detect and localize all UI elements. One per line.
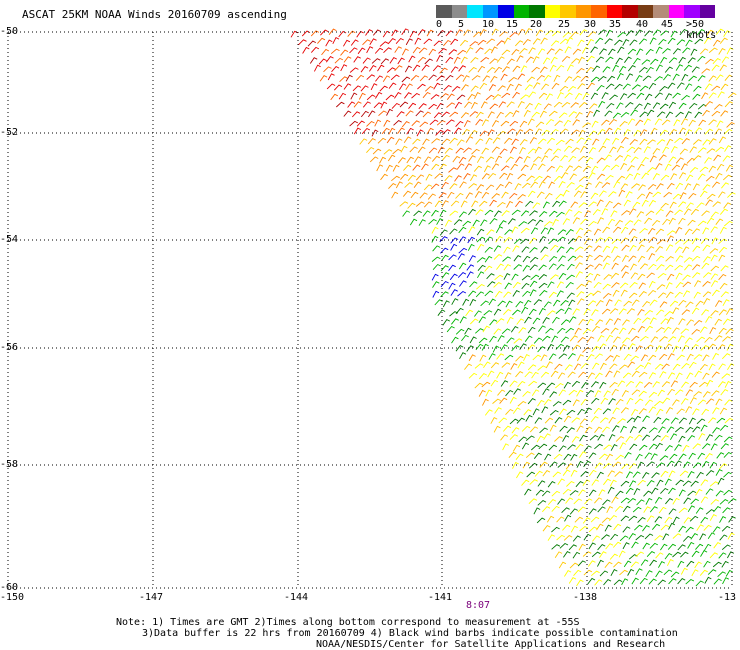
latitude-label: -50 xyxy=(0,26,19,37)
legend-swatch xyxy=(436,5,452,18)
latitude-label: -56 xyxy=(0,342,19,353)
note-line-3: NOAA/NESDIS/Center for Satellite Applica… xyxy=(316,639,666,650)
legend-swatch xyxy=(513,5,529,18)
legend-label: 45 xyxy=(661,19,674,30)
legend-label: >50 knots xyxy=(686,19,717,41)
legend-label: 20 xyxy=(530,19,543,30)
legend-swatch xyxy=(668,5,684,18)
longitude-label: -138 xyxy=(573,592,598,603)
longitude-label: -147 xyxy=(139,592,164,603)
legend-swatch xyxy=(622,5,638,18)
legend-swatch xyxy=(575,5,591,18)
legend-swatch xyxy=(544,5,560,18)
legend-swatch xyxy=(467,5,483,18)
latitude-label: -52 xyxy=(0,127,19,138)
legend-label: 25 xyxy=(558,19,571,30)
legend-swatch xyxy=(699,5,715,18)
legend-label: 5 xyxy=(458,19,465,30)
note-line-1: Note: 1) Times are GMT 2)Times along bot… xyxy=(116,617,580,628)
legend-label: 40 xyxy=(636,19,649,30)
longitude-label: -144 xyxy=(284,592,309,603)
legend-swatch xyxy=(684,5,700,18)
longitude-label: -141 xyxy=(428,592,453,603)
lat-lon-grid xyxy=(7,31,733,589)
legend-swatch xyxy=(529,5,545,18)
legend-swatch xyxy=(451,5,467,18)
legend-swatch xyxy=(591,5,607,18)
latitude-label: -60 xyxy=(0,582,19,593)
legend-swatch xyxy=(606,5,622,18)
legend-label: 10 xyxy=(482,19,495,30)
map-title: ASCAT 25KM NOAA Winds 20160709 ascending xyxy=(22,8,287,21)
latitude-label: -58 xyxy=(0,459,19,470)
latitude-label: -54 xyxy=(0,234,19,245)
legend-swatch xyxy=(498,5,514,18)
legend-swatch xyxy=(653,5,669,18)
legend-label: 0 xyxy=(436,19,443,30)
legend-swatch xyxy=(560,5,576,18)
legend-swatch xyxy=(637,5,653,18)
pass-time-label: 8:07 xyxy=(466,600,491,611)
legend-label: 35 xyxy=(609,19,622,30)
wind-barb-field xyxy=(290,28,737,587)
legend-label: 15 xyxy=(506,19,519,30)
legend-swatch xyxy=(482,5,498,18)
longitude-label: -150 xyxy=(0,592,25,603)
legend-label: 30 xyxy=(584,19,597,30)
longitude-label: -13 xyxy=(718,592,737,603)
note-line-2: 3)Data buffer is 22 hrs from 20160709 4)… xyxy=(142,628,678,639)
